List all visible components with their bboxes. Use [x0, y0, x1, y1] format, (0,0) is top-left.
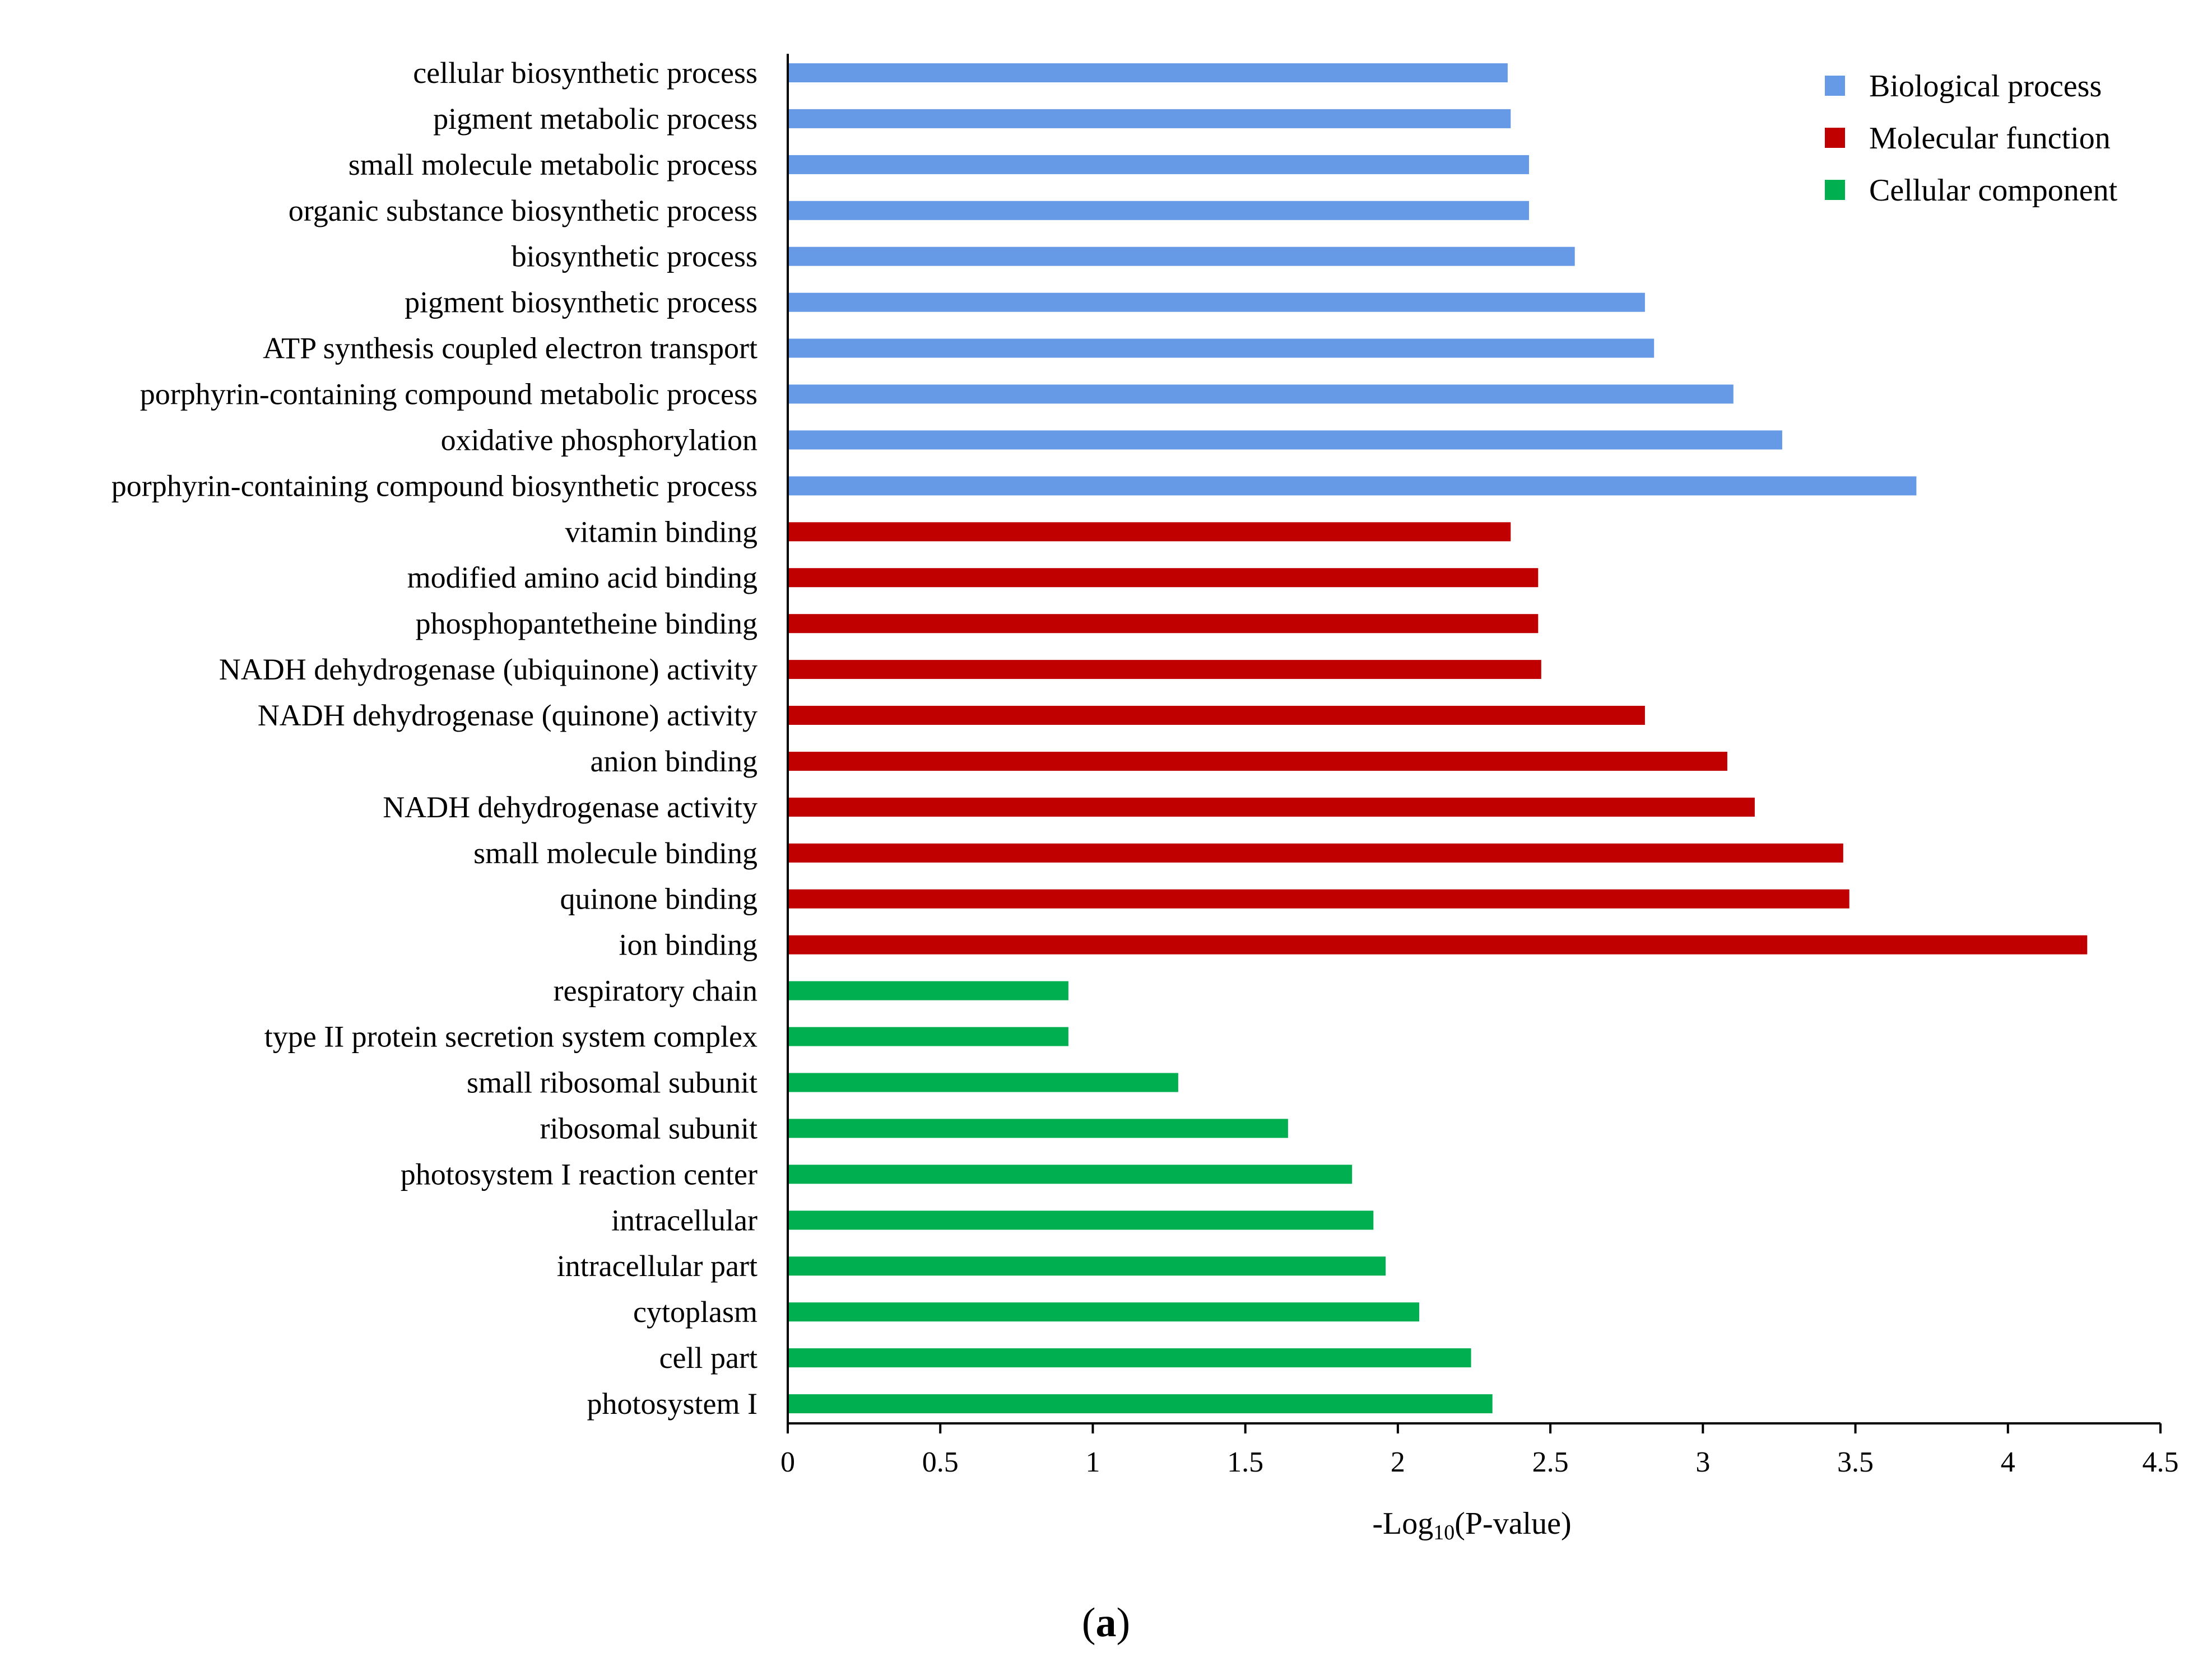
category-label: cell part	[659, 1341, 758, 1375]
x-tick-label: 0	[780, 1446, 795, 1478]
bar-small-molecule-binding	[788, 843, 1843, 863]
category-label: oxidative phosphorylation	[441, 423, 758, 457]
bar-vitamin-binding	[788, 522, 1511, 542]
legend-label: Biological process	[1869, 69, 2102, 104]
category-label: ribosomal subunit	[540, 1111, 758, 1145]
category-label: small molecule binding	[473, 836, 758, 870]
category-label: ion binding	[619, 928, 758, 962]
bars-group	[788, 63, 2088, 1413]
bar-phosphopantetheine-binding	[788, 614, 1539, 634]
category-label: anion binding	[591, 744, 758, 778]
category-label: NADH dehydrogenase (quinone) activity	[258, 699, 758, 732]
legend-swatch	[1825, 76, 1845, 96]
bar-cell-part	[788, 1348, 1471, 1367]
category-label: photosystem I	[587, 1387, 758, 1421]
category-label: porphyrin-containing compound metabolic …	[140, 378, 758, 411]
category-label: pigment biosynthetic process	[405, 286, 758, 319]
category-label: photosystem I reaction center	[401, 1157, 758, 1191]
category-label: cytoplasm	[633, 1295, 758, 1329]
category-label: NADH dehydrogenase activity	[383, 790, 758, 824]
bar-ribosomal-subunit	[788, 1119, 1288, 1138]
category-label: respiratory chain	[554, 974, 758, 1008]
x-axis-title: -Log10(P-value)	[1372, 1506, 1571, 1544]
legend-swatch	[1825, 180, 1845, 200]
bar-photosystem-i-reaction-center	[788, 1165, 1353, 1184]
category-label: phosphopantetheine binding	[416, 607, 758, 640]
category-label: type II protein secretion system complex	[264, 1020, 758, 1054]
x-tick-label: 2.5	[1532, 1446, 1569, 1478]
bar-oxidative-phosphorylation	[788, 430, 1782, 450]
bar-pigment-biosynthetic-process	[788, 292, 1645, 312]
bar-organic-substance-biosynthetic-process	[788, 201, 1529, 220]
bar-intracellular-part	[788, 1256, 1386, 1276]
legend: Biological process Molecular function Cell…	[1825, 69, 2118, 208]
category-label: organic substance biosynthetic process	[289, 194, 758, 227]
bar-cellular-biosynthetic-process	[788, 63, 1508, 82]
x-tick-label: 1	[1085, 1446, 1100, 1478]
category-label: pigment metabolic process	[433, 102, 758, 136]
x-tick-label: 4	[2001, 1446, 2015, 1478]
bar-anion-binding	[788, 752, 1727, 771]
x-tick-label: 4.5	[2143, 1446, 2179, 1478]
bar-intracellular	[788, 1211, 1374, 1230]
bar-nadh-dehydrogenase-quinone-activity	[788, 706, 1645, 725]
legend-label: Cellular component	[1869, 173, 2118, 208]
category-label: ATP synthesis coupled electron transport	[263, 332, 758, 365]
bar-pigment-metabolic-process	[788, 109, 1511, 128]
bar-respiratory-chain	[788, 981, 1068, 1000]
bar-porphyrin-containing-compound-biosynthetic-process	[788, 476, 1917, 496]
legend-label: Molecular function	[1869, 121, 2111, 156]
x-tick-label: 3	[1695, 1446, 1710, 1478]
bar-ion-binding	[788, 935, 2088, 955]
category-label: biosynthetic process	[512, 240, 758, 273]
bar-atp-synthesis-coupled-electron-transport	[788, 338, 1655, 358]
category-label: quinone binding	[560, 882, 758, 916]
panel-label: (a)	[1081, 1600, 1131, 1646]
bar-modified-amino-acid-binding	[788, 568, 1539, 588]
bar-nadh-dehydrogenase-activity	[788, 797, 1755, 817]
bar-nadh-dehydrogenase-ubiquinone-activity	[788, 660, 1541, 679]
x-tick-label: 3.5	[1837, 1446, 1874, 1478]
category-label: small ribosomal subunit	[467, 1066, 758, 1100]
axes-group	[787, 54, 2162, 1433]
x-tick-label: 1.5	[1227, 1446, 1263, 1478]
category-label: vitamin binding	[565, 515, 758, 548]
x-tick-label: 0.5	[922, 1446, 959, 1478]
x-tick-labels: 0 0.5 1 1.5 2 2.5 3 3.5 4 4.5	[780, 1446, 2179, 1478]
bar-small-molecule-metabolic-process	[788, 155, 1529, 174]
bar-photosystem-i	[788, 1394, 1493, 1413]
bar-cytoplasm	[788, 1302, 1419, 1322]
x-tick-label: 2	[1391, 1446, 1405, 1478]
bar-quinone-binding	[788, 889, 1849, 909]
category-label: modified amino acid binding	[407, 561, 758, 594]
category-label: NADH dehydrogenase (ubiquinone) activity	[219, 653, 758, 686]
bar-biosynthetic-process	[788, 246, 1575, 266]
bar-small-ribosomal-subunit	[788, 1073, 1178, 1092]
bar-porphyrin-containing-compound-metabolic-process	[788, 384, 1734, 404]
category-label: porphyrin-containing compound biosynthet…	[111, 469, 758, 502]
category-label: cellular biosynthetic process	[413, 56, 758, 90]
category-label: intracellular part	[557, 1249, 758, 1283]
legend-swatch	[1825, 128, 1845, 148]
bar-type-ii-protein-secretion-system-complex	[788, 1027, 1068, 1046]
category-label: intracellular	[611, 1203, 758, 1237]
category-labels: cellular biosynthetic process pigment met…	[111, 56, 758, 1421]
category-label: small molecule metabolic process	[348, 148, 758, 181]
